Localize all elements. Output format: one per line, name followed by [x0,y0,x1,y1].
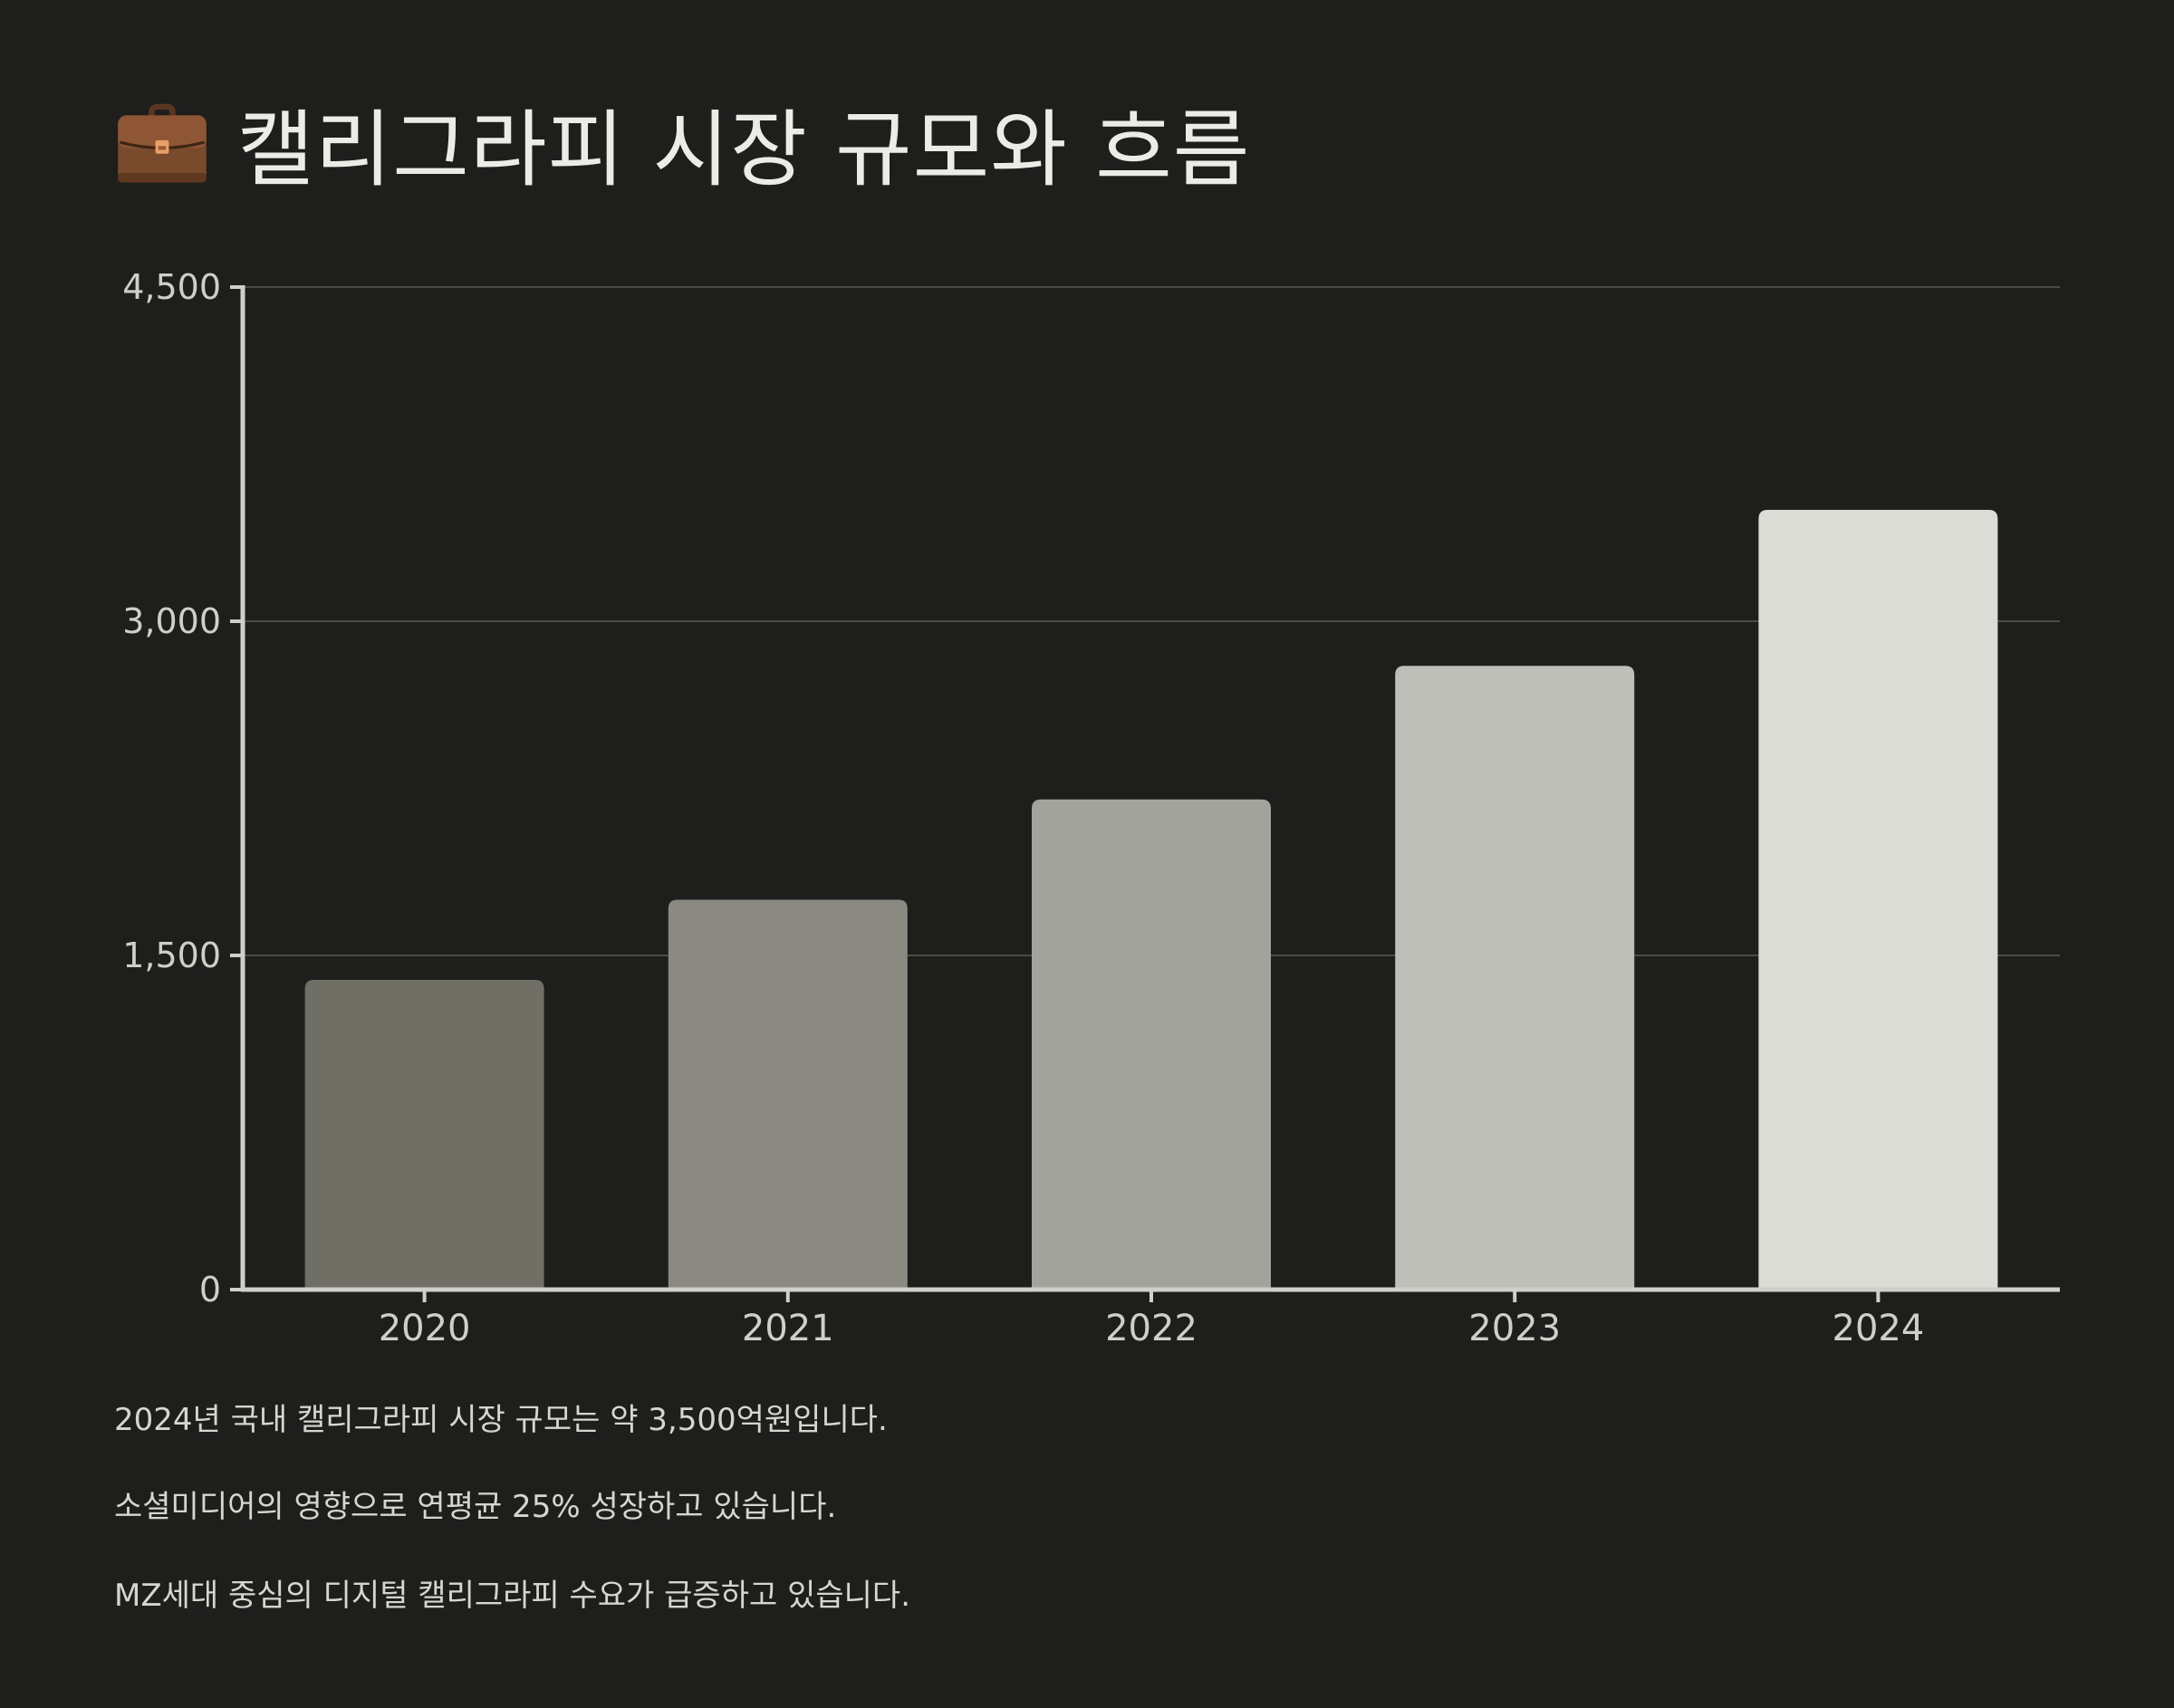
caption-1: 2024년 국내 캘리그라피 시장 규모는 약 3,500억원입니다. [114,1402,888,1438]
x-tick-label: 2022 [1105,1308,1198,1349]
y-tick-label: 0 [199,1270,221,1310]
y-tick-label: 4,500 [122,267,221,307]
x-tick-label: 2024 [1833,1308,1925,1349]
bar-2023 [1395,666,1635,1290]
chart-title: 캘리그라피 시장 규모와 흐름 [237,101,1251,198]
axis-layer [230,285,2060,1302]
x-tick-label: 2020 [379,1308,471,1349]
y-tick-label: 1,500 [122,936,221,975]
bar-2024 [1758,510,1998,1290]
label-layer: 0 1,500 3,000 4,500 2020 2021 2022 2023 2024 [122,267,1924,1349]
bar-layer [304,510,1998,1290]
bar-2022 [1032,799,1271,1290]
caption-2: 소셜미디어의 영향으로 연평균 25% 성장하고 있습니다. [114,1489,837,1525]
x-tick-label: 2021 [742,1308,834,1349]
title-row: 캘리그라피 시장 규모와 흐름 [114,83,1250,201]
bar-2021 [668,899,908,1290]
caption-3: MZ세대 중심의 디지털 캘리그라피 수요가 급증하고 있습니다. [114,1578,910,1614]
x-tick-label: 2023 [1468,1308,1561,1349]
briefcase-icon [118,103,207,183]
bar-2020 [304,980,544,1290]
y-tick-label: 3,000 [122,601,221,641]
bar-chart: 0 1,500 3,000 4,500 2020 2021 2022 2023 2024 [122,267,2060,1349]
